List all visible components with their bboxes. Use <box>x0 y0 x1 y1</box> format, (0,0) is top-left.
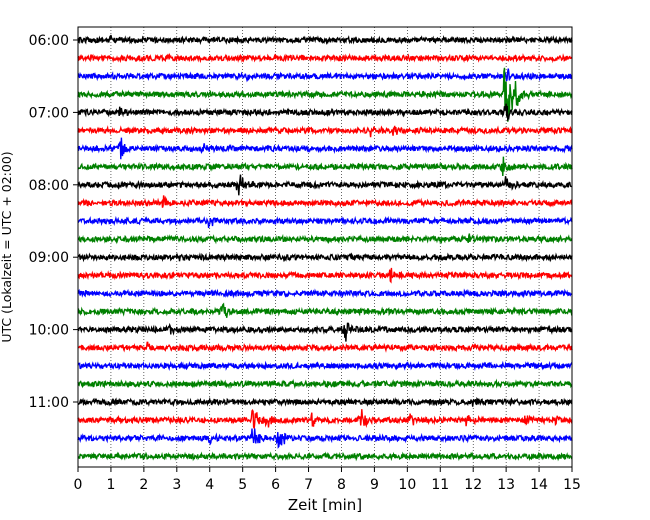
trace-line <box>77 68 573 83</box>
trace-line <box>77 137 573 160</box>
x-tick-label: 11 <box>431 477 449 493</box>
x-tick-label: 8 <box>337 477 346 493</box>
trace-line <box>77 174 573 196</box>
trace-line <box>77 267 573 284</box>
trace-line <box>77 288 573 299</box>
trace-line <box>77 252 573 263</box>
trace-line <box>77 341 573 353</box>
x-tick-label: 4 <box>205 477 214 493</box>
x-tick-label: 14 <box>530 477 548 493</box>
y-tick-label: 11:00 <box>29 395 69 411</box>
x-tick-label: 7 <box>304 477 313 493</box>
x-axis-label: Zeit [min] <box>288 496 362 514</box>
trace-line <box>77 125 573 138</box>
trace-line <box>77 451 573 462</box>
y-axis: 06:00 07:00 08:00 09:00 10:00 11:00 <box>29 33 78 411</box>
x-tick-label: 9 <box>370 477 379 493</box>
trace-line <box>77 103 573 121</box>
grid-lines <box>110 27 540 467</box>
trace-line <box>77 360 573 372</box>
trace-line <box>77 67 573 122</box>
x-tick-label: 12 <box>464 477 482 493</box>
trace-line <box>77 409 573 429</box>
trace-line <box>77 195 573 209</box>
trace-line <box>77 302 573 318</box>
trace-group <box>77 34 573 462</box>
trace-line <box>77 378 573 390</box>
x-tick-label: 6 <box>271 477 280 493</box>
trace-line <box>77 322 573 342</box>
trace-line <box>77 156 573 177</box>
y-tick-label: 10:00 <box>29 323 69 339</box>
x-axis: 0 1 2 3 4 5 6 7 8 9 10 11 12 13 14 15 <box>74 467 581 493</box>
x-tick-label: 10 <box>398 477 416 493</box>
y-tick-label: 08:00 <box>29 178 69 194</box>
x-tick-label: 1 <box>106 477 115 493</box>
plot-frame <box>77 26 573 468</box>
x-tick-label: 0 <box>74 477 83 493</box>
trace-line <box>77 34 573 46</box>
y-tick-label: 09:00 <box>29 250 69 266</box>
x-tick-label: 5 <box>238 477 247 493</box>
x-tick-label: 2 <box>139 477 148 493</box>
trace-line <box>77 428 573 449</box>
trace-line <box>77 52 573 64</box>
y-axis-label: UTC (Lokalzeit = UTC + 02:00) <box>0 151 14 342</box>
x-tick-label: 3 <box>172 477 181 493</box>
trace-line <box>77 233 573 245</box>
trace-line <box>77 215 573 229</box>
x-tick-label: 13 <box>497 477 515 493</box>
y-tick-label: 06:00 <box>29 33 69 49</box>
y-tick-label: 07:00 <box>29 105 69 121</box>
trace-line <box>77 396 573 408</box>
x-tick-label: 15 <box>563 477 581 493</box>
